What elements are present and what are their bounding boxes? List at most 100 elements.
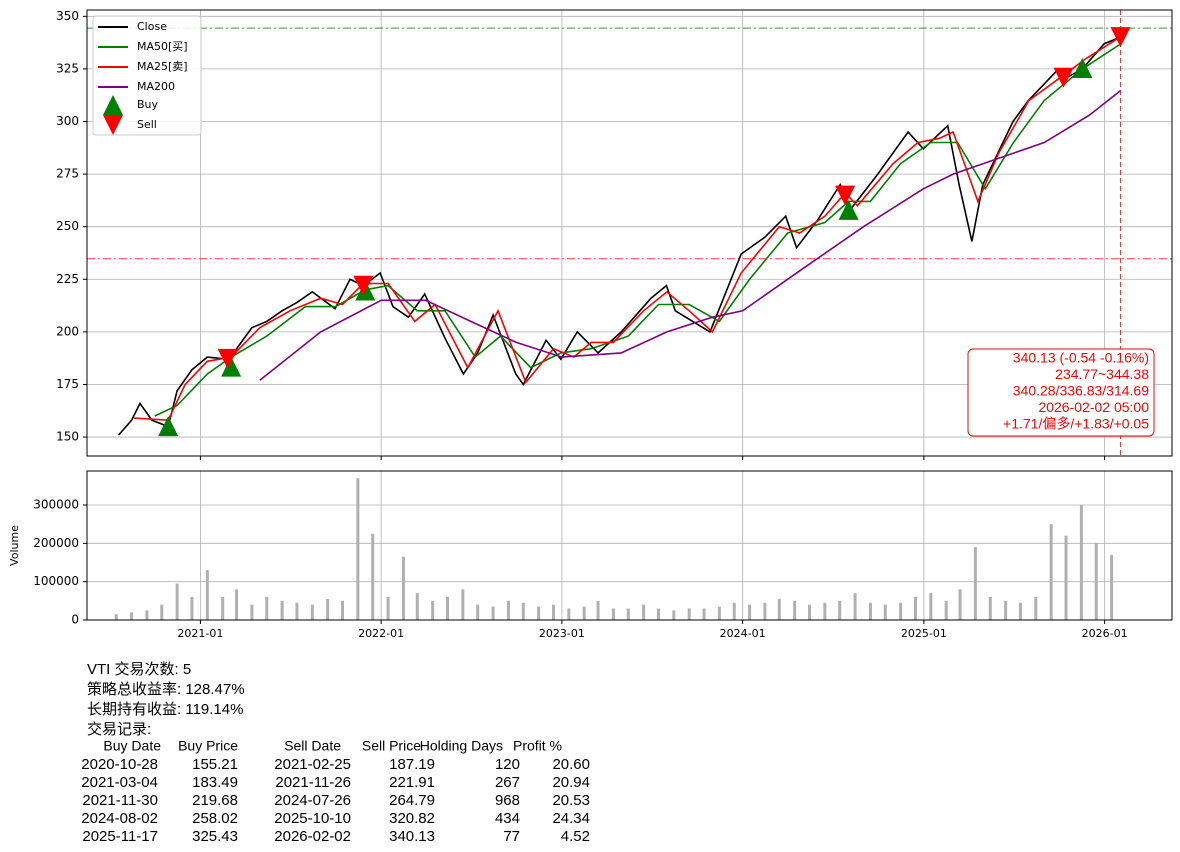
x-tick-label: 2026-01 xyxy=(1082,627,1128,640)
table-cell: 2020-10-28 xyxy=(81,756,158,773)
report-line: VTI 交易次数: 5 xyxy=(87,660,191,678)
sell-marker xyxy=(353,275,374,296)
volume-bar xyxy=(341,600,345,620)
series-line xyxy=(133,36,1121,422)
table-header: Holding Days xyxy=(420,738,503,754)
buy-marker xyxy=(221,356,242,377)
table-cell: 264.79 xyxy=(389,792,435,809)
volume-bar xyxy=(491,606,495,620)
table-cell: 340.13 xyxy=(389,828,435,845)
volume-bar xyxy=(763,602,767,620)
volume-bar xyxy=(732,602,736,620)
volume-bar xyxy=(130,612,134,620)
x-tick-label: 2023-01 xyxy=(539,627,585,640)
table-cell: 120 xyxy=(495,756,520,773)
y-tick-label: 250 xyxy=(56,219,79,233)
y-tick-label: 150 xyxy=(56,430,79,444)
table-cell: 183.49 xyxy=(192,774,238,791)
sell-marker xyxy=(835,185,856,206)
report-line: 策略总收益率: 128.47% xyxy=(87,681,245,698)
volume-bar xyxy=(838,600,842,620)
volume-bar xyxy=(310,604,314,620)
table-cell: 2021-11-30 xyxy=(82,792,158,809)
table-cell: 2024-07-26 xyxy=(274,792,351,809)
volume-bar xyxy=(250,604,254,620)
table-cell: 2021-11-26 xyxy=(275,774,351,791)
volume-bar xyxy=(944,600,948,620)
table-cell: 2025-10-10 xyxy=(274,810,351,827)
volume-bar xyxy=(431,600,435,620)
volume-bar xyxy=(793,600,797,620)
table-cell: 325.43 xyxy=(192,828,238,845)
table-cell: 968 xyxy=(495,792,520,809)
x-tick-label: 2025-01 xyxy=(901,627,947,640)
x-tick-label: 2021-01 xyxy=(177,627,223,640)
y-tick-label: 300 xyxy=(56,114,79,128)
volume-bar xyxy=(265,597,269,620)
volume-bar xyxy=(175,583,179,620)
y-tick-label: 300000 xyxy=(33,498,79,512)
volume-bar xyxy=(1049,524,1053,620)
y-tick-label: 175 xyxy=(56,377,79,391)
buy-marker xyxy=(1072,58,1093,79)
volume-bar xyxy=(958,589,962,620)
volume-bar xyxy=(476,604,480,620)
axes-frame xyxy=(86,9,1173,457)
volume-bar xyxy=(1004,600,1008,620)
volume-bar xyxy=(1110,554,1114,620)
volume-bar xyxy=(190,597,194,620)
volume-bar xyxy=(1064,535,1068,620)
legend-label: Sell xyxy=(137,118,157,131)
y-tick-label: 275 xyxy=(56,167,79,181)
y-tick-label: 0 xyxy=(71,613,79,627)
volume-bar xyxy=(567,608,571,620)
volume-bar xyxy=(295,602,299,620)
table-cell: 2024-08-02 xyxy=(81,810,158,827)
table-cell: 267 xyxy=(495,774,520,791)
legend-marker xyxy=(103,115,123,135)
y-tick-label: 325 xyxy=(56,61,79,75)
table-header: Sell Price xyxy=(362,738,421,754)
volume-bar xyxy=(401,556,405,620)
volume-bar xyxy=(371,533,375,620)
x-tick-label: 2024-01 xyxy=(720,627,766,640)
volume-bar xyxy=(823,602,827,620)
table-cell: 219.68 xyxy=(192,792,238,809)
table-cell: 155.21 xyxy=(192,756,238,773)
volume-bar xyxy=(205,570,209,620)
volume-bar xyxy=(642,604,646,620)
volume-bar xyxy=(973,547,977,620)
volume-bar xyxy=(521,602,525,620)
volume-bar xyxy=(582,606,586,620)
volume-bar xyxy=(748,604,752,620)
volume-bar xyxy=(551,604,555,620)
volume-bar xyxy=(326,598,330,620)
volume-bar xyxy=(1094,543,1098,620)
volume-bar xyxy=(145,610,149,620)
volume-bar xyxy=(1034,597,1038,620)
table-header: Buy Date xyxy=(103,738,161,754)
annotation-line: 340.28/336.83/314.69 xyxy=(1013,383,1149,399)
volume-bar xyxy=(883,604,887,620)
table-cell: 2021-03-04 xyxy=(81,774,158,791)
sell-marker xyxy=(1110,27,1131,48)
volume-bar xyxy=(626,608,630,620)
volume-bar xyxy=(899,602,903,620)
volume-bar xyxy=(777,598,781,620)
y-tick-label: 200 xyxy=(56,324,79,338)
volume-bar xyxy=(672,610,676,620)
legend-label: MA25[卖] xyxy=(137,60,188,73)
sell-marker xyxy=(1053,67,1074,88)
table-cell: 187.19 xyxy=(389,756,435,773)
buy-marker xyxy=(158,416,179,437)
volume-bar xyxy=(221,597,225,620)
volume-bar xyxy=(611,608,615,620)
y-tick-label: 200000 xyxy=(33,536,79,550)
volume-bar xyxy=(537,606,541,620)
volume-bar xyxy=(717,606,721,620)
volume-bar xyxy=(808,604,812,620)
annotation-line: 234.77~344.38 xyxy=(1055,366,1149,382)
table-header: Buy Price xyxy=(178,738,238,754)
